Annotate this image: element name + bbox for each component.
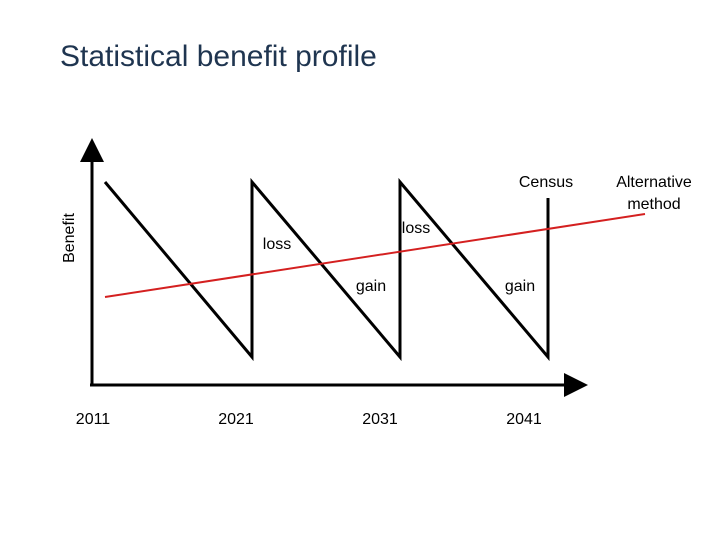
annotation: Census	[519, 174, 573, 191]
x-label: 2041	[506, 411, 542, 428]
annotation: loss	[263, 236, 291, 253]
x-label: 2031	[362, 411, 398, 428]
title: Statistical benefit profile	[60, 40, 377, 73]
x-label: 2011	[76, 411, 111, 428]
annotation: gain	[505, 278, 535, 295]
annotation: Alternative method	[616, 174, 692, 213]
annotation: loss	[402, 220, 430, 237]
census-sawtooth	[103, 177, 550, 362]
x-label: 2021	[218, 411, 254, 428]
annotation: gain	[356, 278, 386, 295]
axis-label: Benefit	[61, 213, 78, 263]
alternative-line	[104, 213, 646, 298]
